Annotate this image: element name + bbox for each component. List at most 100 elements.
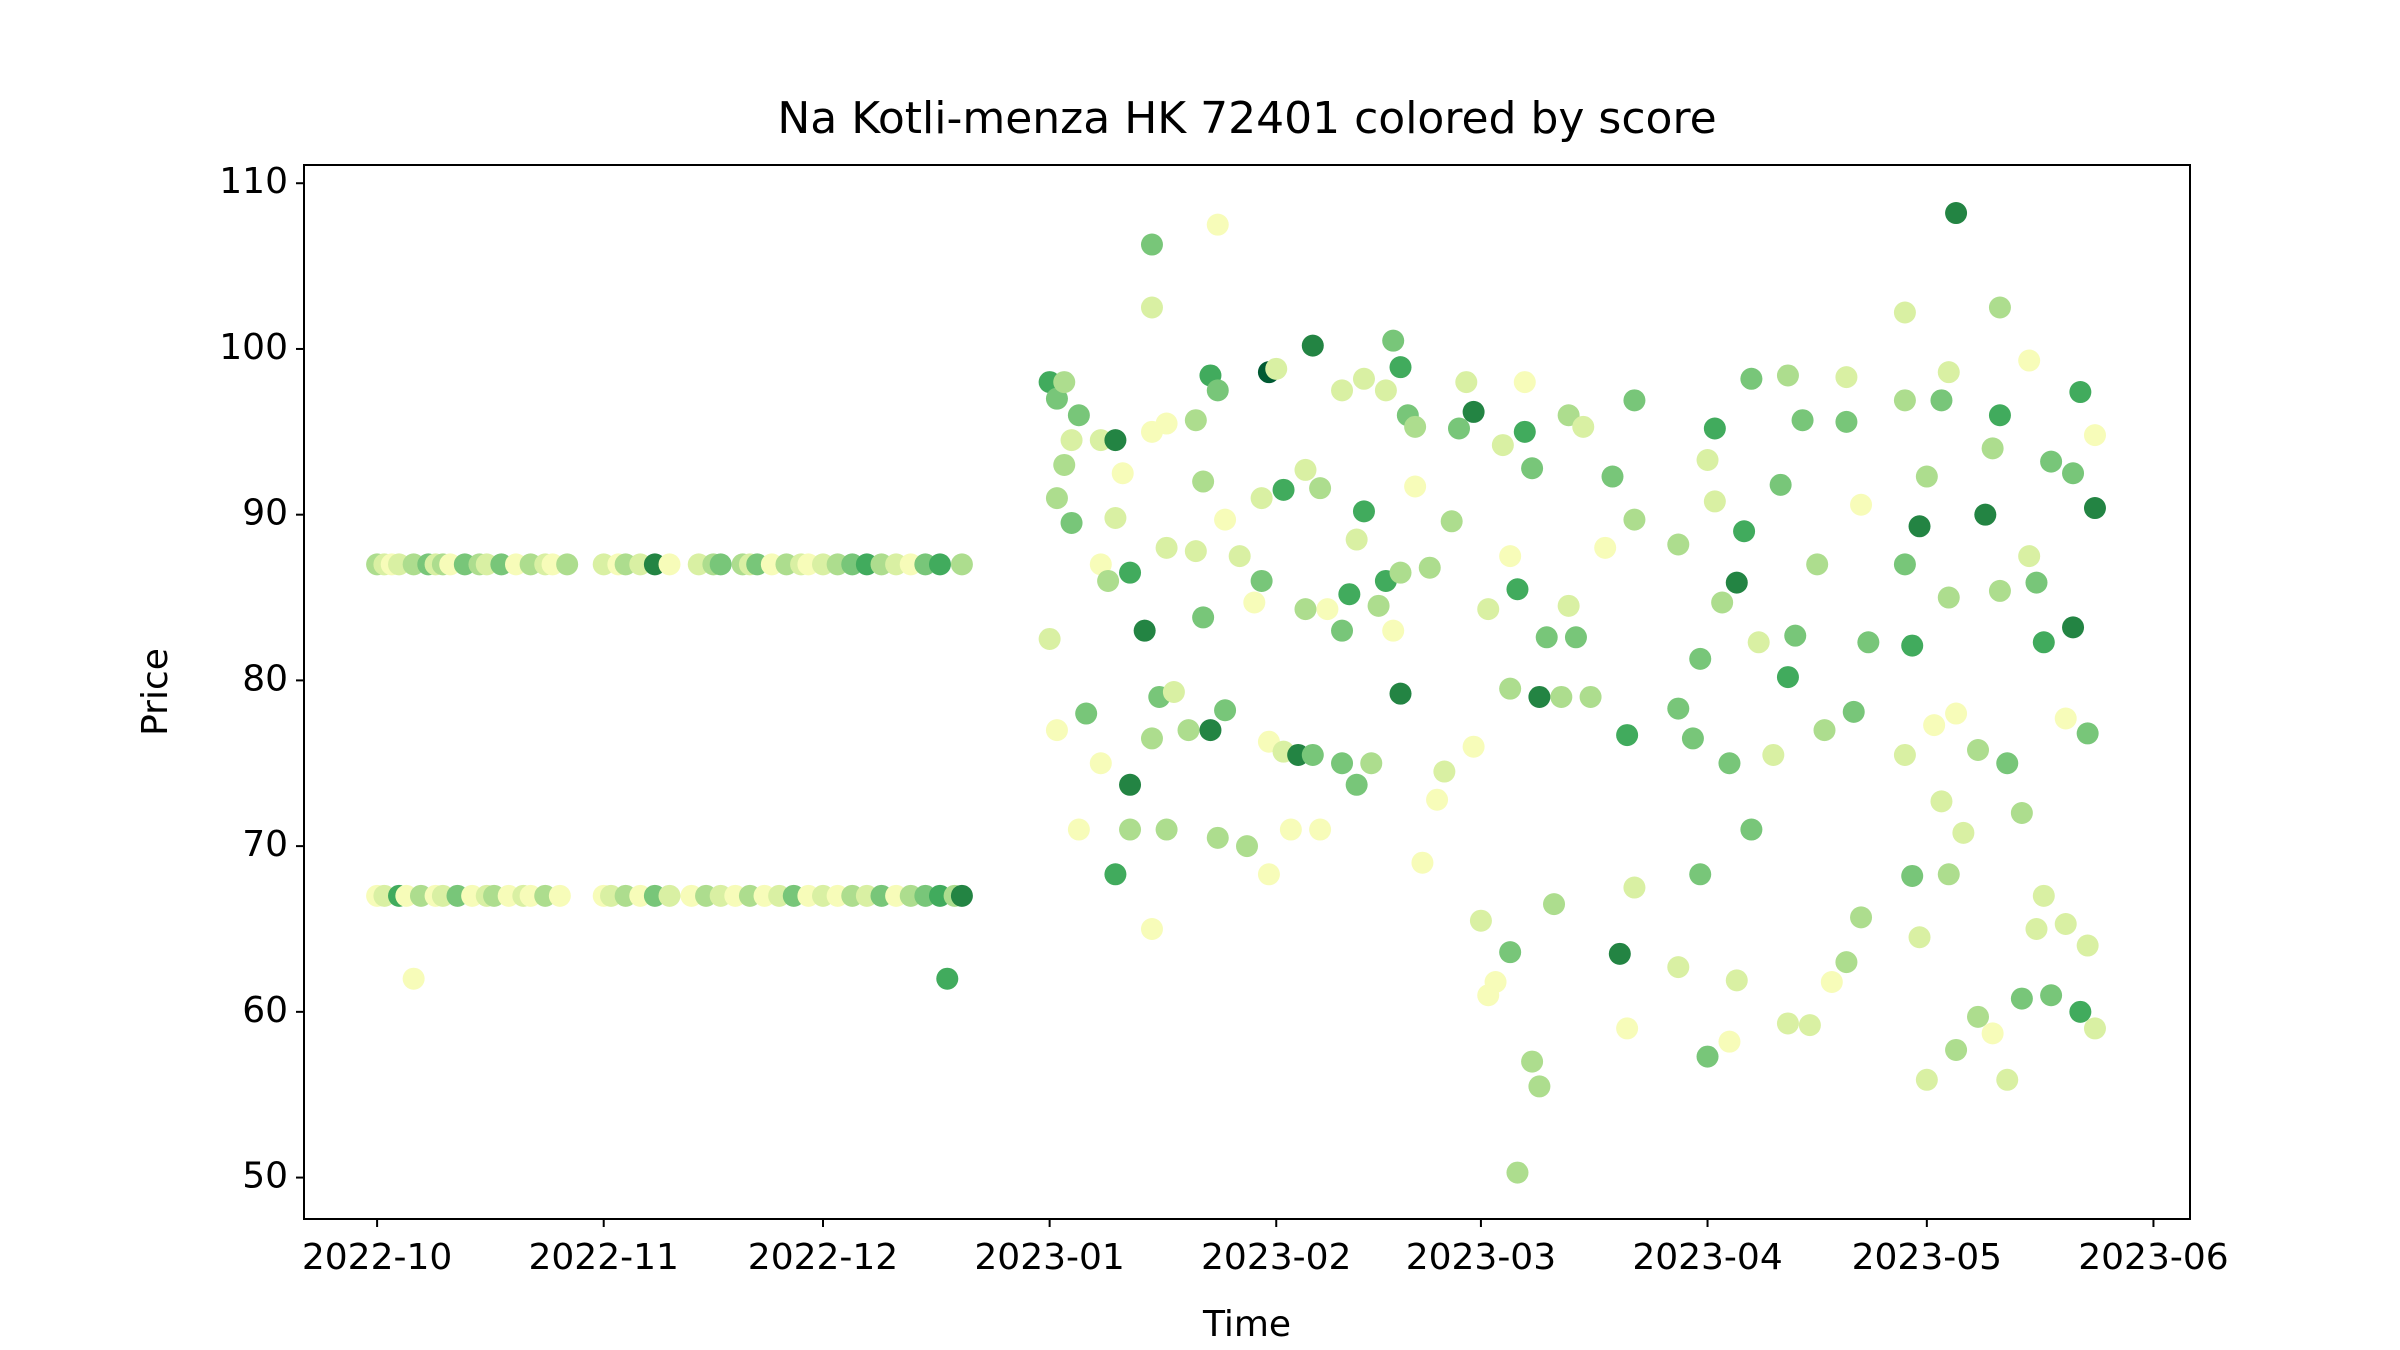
scatter-point [1192,470,1215,493]
scatter-point [1747,631,1770,654]
scatter-point [1945,1038,1968,1061]
scatter-point [1309,818,1332,841]
scatter-point [1491,434,1514,457]
scatter-point [1506,578,1529,601]
scatter-point [1331,752,1354,775]
scatter-point [1111,462,1134,485]
chart-title: Na Kotli-menza HK 72401 colored by score [777,93,1716,144]
scatter-point [1089,553,1112,576]
scatter-point [1623,508,1646,531]
scatter-point [1850,493,1873,516]
scatter-point [1528,685,1551,708]
scatter-point [1140,917,1163,940]
scatter-point [1433,760,1456,783]
scatter-point [2076,934,2099,957]
x-tick-label: 2023-04 [1632,1237,1782,1278]
scatter-point [1784,624,1807,647]
scatter-point [1075,702,1098,725]
scatter-point [1776,364,1799,387]
scatter-point [1477,598,1500,621]
scatter-point [1184,540,1207,563]
scatter-point [1301,334,1324,357]
scatter-point [1038,627,1061,650]
scatter-point [1945,202,1968,225]
scatter-point [1045,387,1068,410]
scatter-point [1740,367,1763,390]
scatter-point [1184,409,1207,432]
scatter-point [2025,917,2048,940]
scatter-point [1550,685,1573,708]
scatter-point [1382,329,1405,352]
scatter-point [1484,971,1507,994]
scatter-point [1696,448,1719,471]
scatter-point [1733,520,1756,543]
scatter-point [1499,545,1522,568]
scatter-point [1557,594,1580,617]
y-tick-label: 80 [242,658,288,699]
scatter-point [1097,569,1120,592]
scatter-point [1762,743,1785,766]
scatter-point [1352,367,1375,390]
scatter-point [1945,702,1968,725]
scatter-point [1045,719,1068,742]
scatter-point [2076,722,2099,745]
scatter-point [2040,450,2063,473]
scatter-point [1769,473,1792,496]
y-axis-label: Price [135,648,176,736]
scatter-point [1667,533,1690,556]
scatter-point [2032,631,2055,654]
scatter-point [1776,1012,1799,1035]
scatter-point [1060,429,1083,452]
x-tick-label: 2022-11 [529,1237,679,1278]
scatter-point [928,553,951,576]
scatter-point [1506,1161,1529,1184]
scatter-point [1404,415,1427,438]
scatter-point [2010,801,2033,824]
scatter-point [1703,417,1726,440]
scatter-point [1411,851,1434,874]
scatter-point [1696,1045,1719,1068]
scatter-point [1967,739,1990,762]
scatter-point [1272,478,1295,501]
scatter-point [1798,1014,1821,1037]
scatter-point [1345,528,1368,551]
scatter-point [1813,719,1836,742]
scatter-point [1382,619,1405,642]
scatter-point [2018,545,2041,568]
scatter-point [1250,569,1273,592]
scatter-point [1996,752,2019,775]
scatter-point [1257,863,1280,886]
scatter-point [1776,666,1799,689]
scatter-point [1608,942,1631,965]
scatter-point [1893,553,1916,576]
scatter-point [1462,400,1485,423]
scatter-point [1988,296,2011,319]
scatter-point [1893,743,1916,766]
scatter-point [1893,301,1916,324]
scatter-point [1060,511,1083,534]
scatter-point [1119,773,1142,796]
scatter-point [1835,366,1858,389]
scatter-point [1901,634,1924,657]
scatter-point [2062,462,2085,485]
scatter-point [1718,752,1741,775]
scatter-point [1579,685,1602,708]
scatter-point [1535,626,1558,649]
scatter-point [1345,773,1368,796]
scatter-point [1988,579,2011,602]
scatter-point [1952,821,1975,844]
scatter-point [1725,969,1748,992]
scatter-point [1104,863,1127,886]
scatter-point [1820,971,1843,994]
scatter-point [1703,490,1726,513]
scatter-point [1404,475,1427,498]
scatter-point [1440,510,1463,533]
scatter-point [1835,410,1858,433]
scatter-point [1119,818,1142,841]
scatter-point [1206,213,1229,236]
scatter-point [1389,356,1412,379]
y-tick-label: 50 [242,1156,288,1197]
scatter-point [1045,487,1068,510]
scatter-point [1850,906,1873,929]
scatter-point [1937,863,1960,886]
